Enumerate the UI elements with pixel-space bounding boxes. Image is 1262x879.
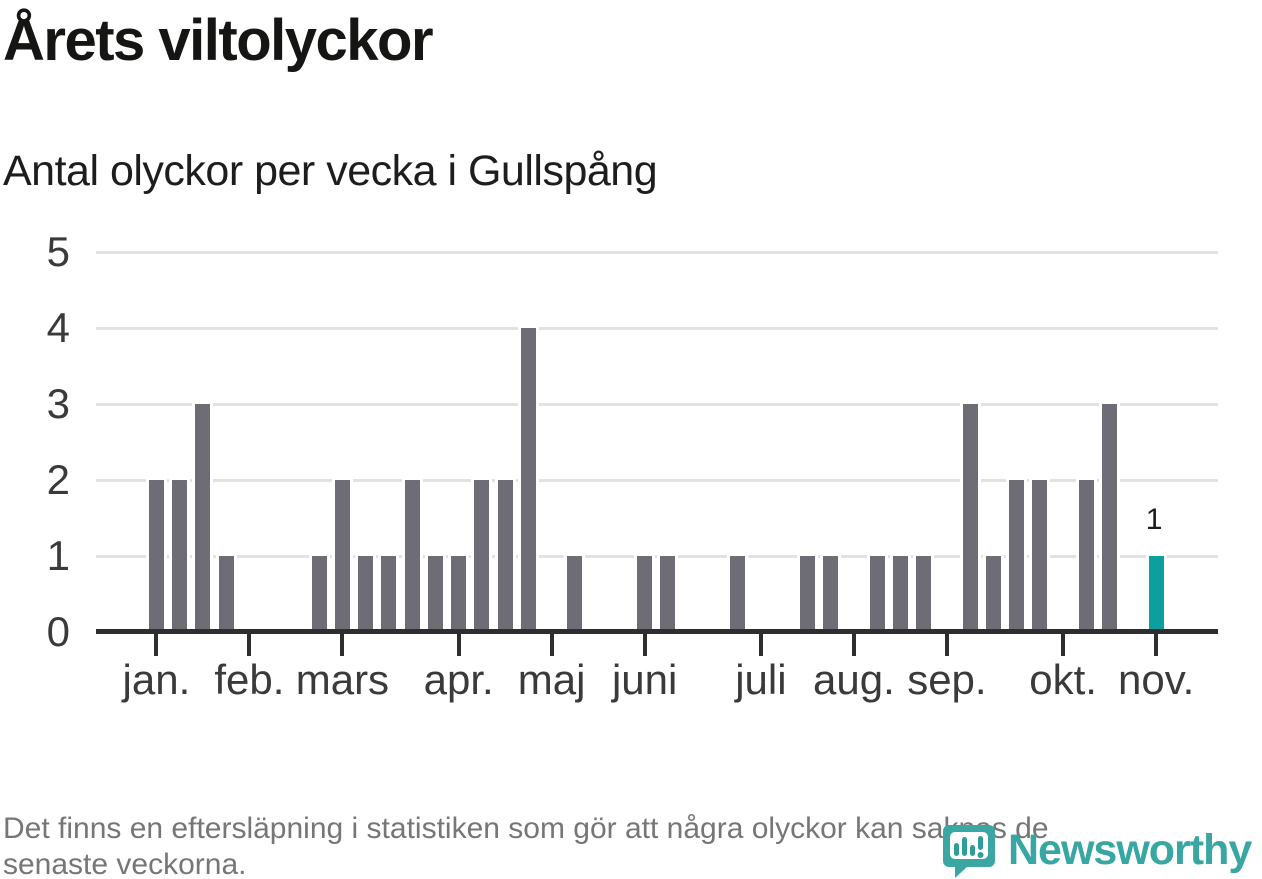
x-tick-label-mars: mars <box>295 656 390 703</box>
x-tick-apr <box>456 634 461 656</box>
bar-week-23 <box>657 553 679 632</box>
bar-week-44 <box>1145 553 1167 632</box>
bar-week-42 <box>1099 401 1121 632</box>
bar-week-13 <box>424 553 446 632</box>
bar-week-34 <box>913 553 935 632</box>
x-tick-label-maj: maj <box>517 656 586 703</box>
bar-week-29 <box>796 553 818 632</box>
x-tick-mars <box>340 634 345 656</box>
x-tick-label-aug: aug. <box>813 656 895 703</box>
newsworthy-logo-text: Newsworthy <box>1008 826 1252 874</box>
x-tick-label-apr: apr. <box>423 656 494 703</box>
footnote: Det finns en eftersläpning i statistiken… <box>3 811 1259 879</box>
bar-week-17 <box>517 325 539 632</box>
x-tick-label-jan: jan. <box>122 656 191 703</box>
bar-week-30 <box>820 553 842 632</box>
x-axis-line <box>96 629 1218 634</box>
bar-week-36 <box>959 401 981 632</box>
x-tick-sep <box>944 634 949 656</box>
chart-subtitle: Antal olyckor per vecka i Gullspång <box>3 147 658 195</box>
gridline-2 <box>96 479 1218 482</box>
y-tick-label-3: 3 <box>46 380 70 427</box>
x-tick-label-sep: sep. <box>907 656 987 703</box>
bar-week-3 <box>192 401 214 632</box>
bar-week-2 <box>169 477 191 632</box>
footnote-line-2: senaste veckorna. <box>3 848 247 879</box>
y-tick-label-5: 5 <box>46 228 70 275</box>
bar-week-22 <box>634 553 656 632</box>
bar-week-11 <box>378 553 400 632</box>
bar-week-10 <box>355 553 377 632</box>
bar-week-38 <box>1006 477 1028 632</box>
x-tick-label-juni: juni <box>611 656 678 703</box>
bar-week-4 <box>215 553 237 632</box>
chart-title: Årets viltolyckor <box>3 8 434 73</box>
x-tick-juni <box>642 634 647 656</box>
bar-week-1 <box>145 477 167 632</box>
bar-week-37 <box>982 553 1004 632</box>
footnote-line-1: Det finns en eftersläpning i statistiken… <box>3 812 1049 845</box>
bar-week-39 <box>1029 477 1051 632</box>
bar-week-15 <box>471 477 493 632</box>
x-tick-label-feb: feb. <box>214 656 285 703</box>
bar-week-32 <box>866 553 888 632</box>
y-tick-label-1: 1 <box>46 532 70 579</box>
highlight-bar-value-label: 1 <box>1145 503 1163 536</box>
y-tick-label-2: 2 <box>46 456 70 503</box>
gridline-4 <box>96 327 1218 330</box>
gridline-3 <box>96 403 1218 406</box>
x-tick-nov <box>1154 634 1159 656</box>
bar-week-26 <box>727 553 749 632</box>
y-tick-label-4: 4 <box>46 304 70 351</box>
bar-week-33 <box>889 553 911 632</box>
x-tick-okt <box>1061 634 1066 656</box>
x-tick-label-juli: juli <box>735 656 787 703</box>
x-tick-label-okt: okt. <box>1029 656 1097 703</box>
newsworthy-bubble-chart-icon <box>943 824 995 878</box>
x-tick-jan <box>154 634 159 656</box>
bar-week-9 <box>331 477 353 632</box>
x-tick-maj <box>549 634 554 656</box>
x-tick-label-nov: nov. <box>1118 656 1195 703</box>
x-tick-juli <box>758 634 763 656</box>
x-tick-aug <box>851 634 856 656</box>
bar-week-19 <box>564 553 586 632</box>
bar-week-12 <box>401 477 423 632</box>
x-tick-feb <box>247 634 252 656</box>
y-tick-label-0: 0 <box>46 608 70 655</box>
bar-week-8 <box>308 553 330 632</box>
bar-week-14 <box>448 553 470 632</box>
gridline-1 <box>96 555 1218 558</box>
gridline-5 <box>96 251 1218 254</box>
bar-week-16 <box>494 477 516 632</box>
newsworthy-logo: Newsworthy <box>942 822 1252 879</box>
bar-week-41 <box>1075 477 1097 632</box>
